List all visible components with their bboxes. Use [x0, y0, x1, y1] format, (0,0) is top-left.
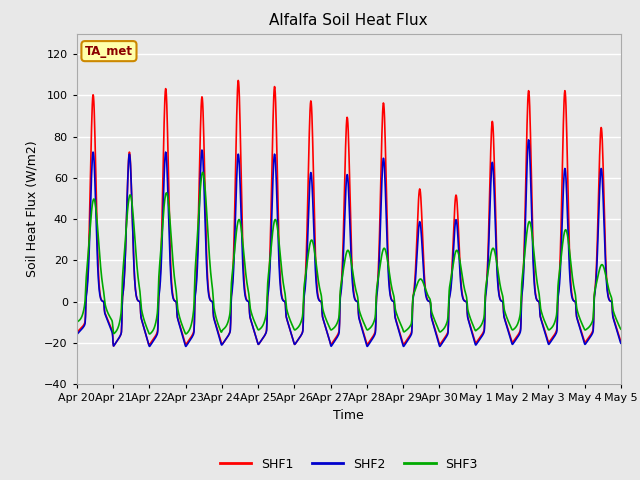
SHF2 — [194, 255, 202, 261]
SHF3 — [73, 319, 81, 325]
Legend: SHF1, SHF2, SHF3: SHF1, SHF2, SHF3 — [214, 453, 483, 476]
SHF1 — [195, 226, 202, 231]
SHF1 — [255, 340, 263, 346]
SHF2 — [180, 340, 188, 346]
Y-axis label: Soil Heat Flux (W/m2): Soil Heat Flux (W/m2) — [26, 141, 38, 277]
Line: SHF3: SHF3 — [77, 172, 621, 334]
SHF2 — [505, 329, 513, 335]
SHF3 — [255, 326, 263, 332]
SHF3 — [199, 169, 207, 175]
SHF1 — [181, 339, 189, 345]
X-axis label: Time: Time — [333, 408, 364, 421]
Title: Alfalfa Soil Heat Flux: Alfalfa Soil Heat Flux — [269, 13, 428, 28]
SHF3 — [434, 325, 442, 331]
SHF2 — [399, 344, 407, 349]
SHF3 — [617, 326, 625, 332]
Line: SHF2: SHF2 — [77, 140, 621, 347]
Line: SHF1: SHF1 — [77, 81, 621, 346]
SHF3 — [505, 320, 513, 325]
SHF2 — [553, 328, 561, 334]
SHF2 — [434, 336, 442, 342]
SHF2 — [73, 332, 81, 337]
SHF1 — [234, 78, 242, 84]
SHF1 — [617, 338, 625, 344]
SHF3 — [181, 330, 189, 336]
SHF3 — [146, 331, 154, 337]
SHF3 — [195, 220, 202, 226]
SHF1 — [505, 329, 513, 335]
SHF1 — [109, 343, 117, 349]
SHF1 — [553, 325, 561, 331]
SHF2 — [617, 340, 625, 346]
SHF2 — [525, 137, 532, 143]
SHF3 — [553, 308, 561, 314]
SHF1 — [73, 329, 81, 335]
SHF2 — [255, 341, 262, 347]
SHF1 — [434, 336, 442, 341]
Text: TA_met: TA_met — [85, 45, 133, 58]
